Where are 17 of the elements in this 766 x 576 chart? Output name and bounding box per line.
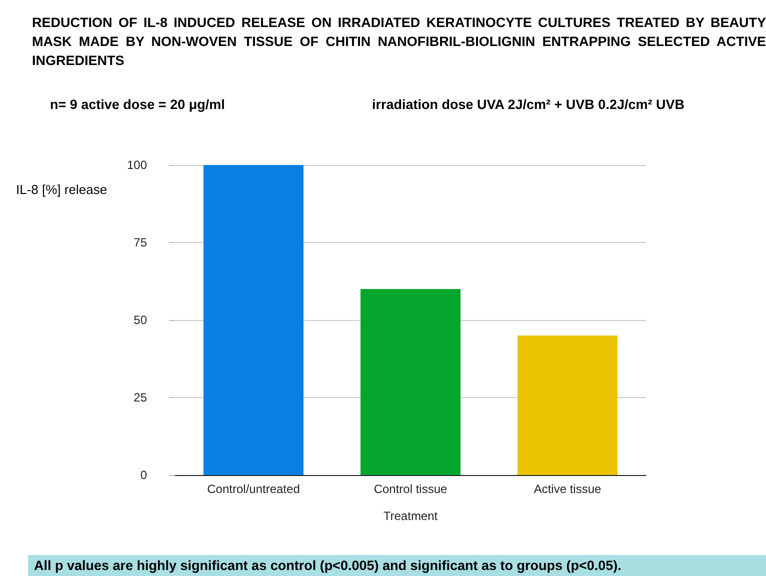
x-tick-label: Active tissue bbox=[534, 482, 602, 496]
y-tick-label: 50 bbox=[134, 313, 148, 327]
text: All p values are highly significant as control (p<0.005) and significant as to groups (p<0.05). bbox=[28, 555, 766, 576]
chart-title: REDUCTION OF IL-8 INDUCED RELEASE ON IRRADIATED KERATINOCYTE CULTURES TREATED BY BEAUTY MASK MADE BY NON-WOVEN TISSUE OF CHITIN NANOFIBRIL-BIOLIGNIN ENTRAPPING SELECTED ACTIVE INGREDIENTS bbox=[32, 14, 766, 70]
x-tick-label: Control/untreated bbox=[207, 482, 300, 496]
y-axis-title: IL-8 [%] release bbox=[16, 182, 108, 197]
x-tick-label: Control tissue bbox=[374, 482, 448, 496]
text: irradiation dose UVA 2J/cm² + UVB 0.2J/cm² UVB bbox=[372, 97, 684, 112]
text: n= 9 active dose = 20 μg/ml bbox=[50, 97, 225, 112]
y-tick-label: 25 bbox=[134, 390, 148, 404]
bar bbox=[360, 289, 460, 475]
y-tick-label: 0 bbox=[140, 468, 148, 482]
x-axis-title: Treatment bbox=[383, 509, 438, 523]
y-tick-label: 75 bbox=[134, 236, 148, 250]
y-tick-label: 100 bbox=[126, 158, 148, 172]
bar bbox=[204, 165, 304, 475]
bar bbox=[518, 336, 618, 475]
